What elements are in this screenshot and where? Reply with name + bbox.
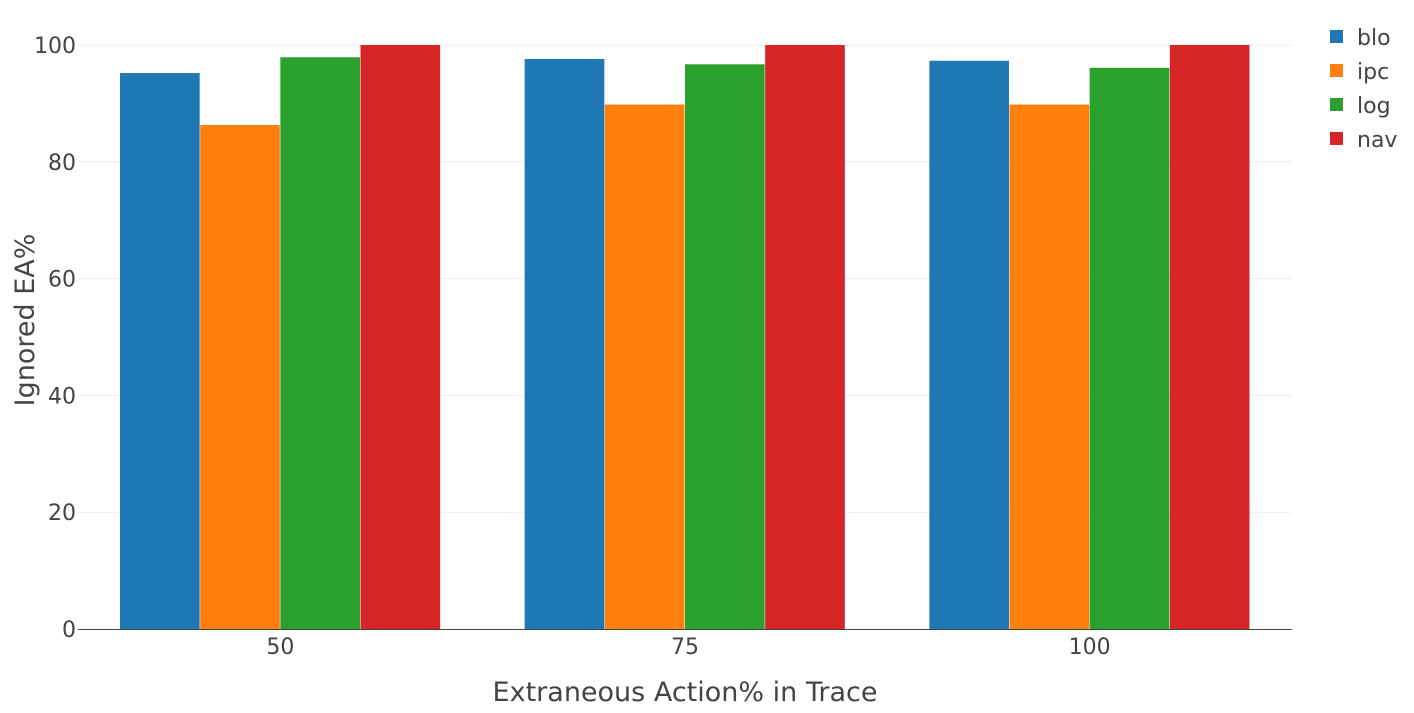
y-tick-label: 80 [48,151,76,176]
legend[interactable]: blo ipc log nav [1330,26,1397,153]
bar-ipc-75[interactable] [604,104,685,630]
y-tick-label: 20 [48,501,76,526]
bar-blo-50[interactable] [120,73,200,630]
x-axis-title: Extraneous Action% in Trace [493,677,878,708]
bar-nav-50[interactable] [360,45,441,629]
y-tick-label: 40 [48,384,76,409]
bar-log-100[interactable] [1089,67,1170,629]
legend-label-blo[interactable]: blo [1357,26,1391,51]
bar-nav-100[interactable] [1169,45,1250,629]
bar-nav-75[interactable] [765,45,845,629]
bars [120,45,1250,630]
bar-ipc-100[interactable] [1009,104,1090,630]
legend-label-ipc[interactable]: ipc [1357,60,1389,85]
y-tick-label: 60 [48,268,76,293]
bar-log-50[interactable] [280,57,360,630]
y-axis-title: Ignored EA% [10,234,41,407]
bar-blo-100[interactable] [929,60,1009,629]
axes: 0 20 40 60 80 100 50 75 100 [34,34,1292,660]
y-tick-label: 100 [34,34,76,59]
bar-ipc-50[interactable] [200,125,280,630]
legend-swatch-log[interactable] [1330,98,1343,111]
legend-swatch-blo[interactable] [1330,30,1343,43]
bar-log-75[interactable] [685,64,765,630]
legend-swatch-nav[interactable] [1330,132,1343,145]
legend-swatch-ipc[interactable] [1330,64,1343,77]
y-tick-label: 0 [62,618,76,643]
x-tick-label: 75 [671,635,699,660]
bar-blo-75[interactable] [524,59,605,630]
legend-label-log[interactable]: log [1357,94,1391,119]
x-tick-label: 100 [1069,635,1111,660]
x-tick-label: 50 [266,635,294,660]
legend-label-nav[interactable]: nav [1357,128,1397,153]
